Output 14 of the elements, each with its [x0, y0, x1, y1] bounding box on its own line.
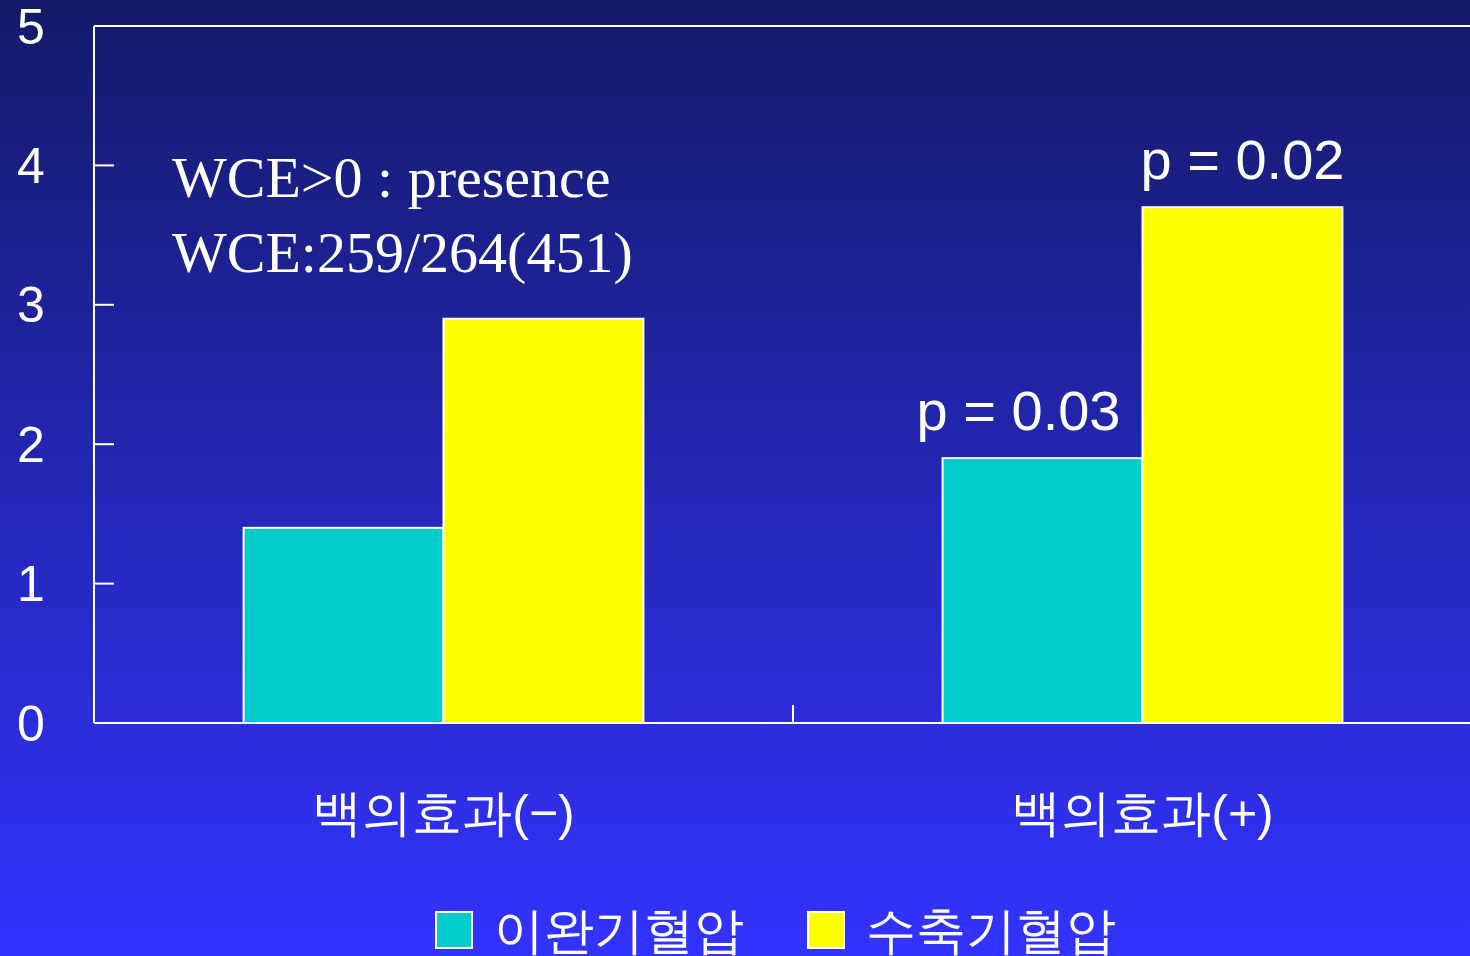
annotation: WCE:259/264(451) — [172, 220, 633, 285]
y-tick-label: 4 — [17, 137, 45, 194]
x-tick-label: 백의효과(+) — [1011, 784, 1274, 841]
annotation: p = 0.02 — [1140, 128, 1345, 192]
x-tick-label: 백의효과(−) — [312, 784, 575, 841]
annotation: WCE>0 : presence — [172, 145, 611, 210]
y-tick-label: 5 — [17, 0, 45, 55]
y-tick-label: 0 — [17, 695, 45, 752]
y-tick-label: 1 — [17, 556, 45, 613]
legend-label: 수축기혈압 — [866, 902, 1116, 956]
legend-label: 이완기혈압 — [494, 902, 744, 956]
y-tick-label: 3 — [17, 277, 45, 334]
y-tick-label: 2 — [17, 416, 45, 473]
annotation: p = 0.03 — [916, 379, 1121, 443]
